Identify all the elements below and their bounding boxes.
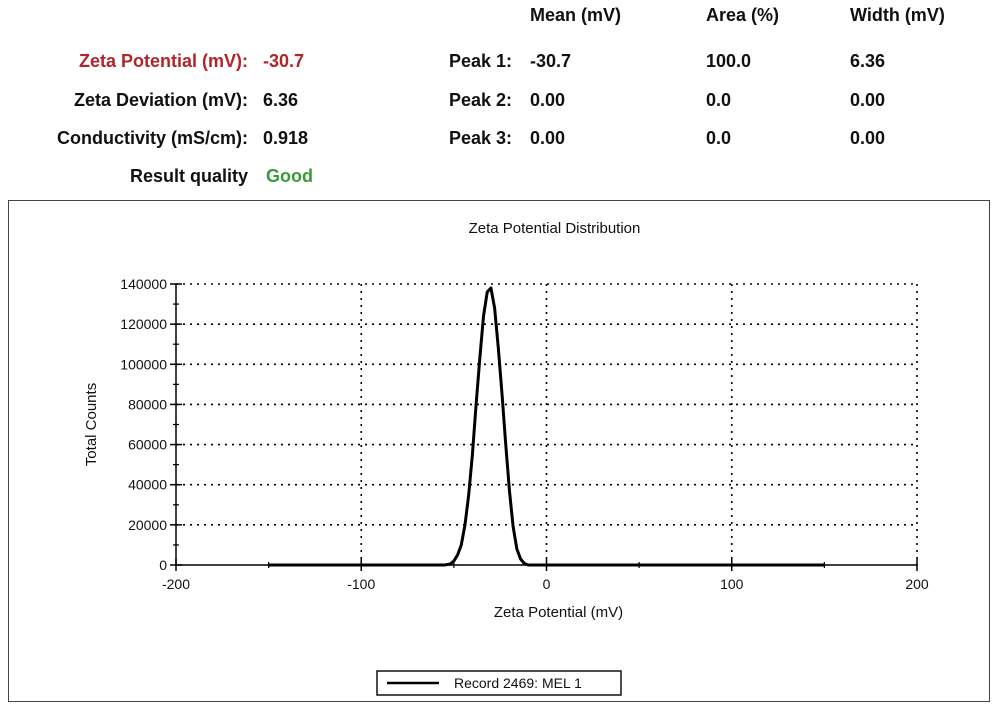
zeta-potential-value: -30.7 bbox=[263, 51, 305, 71]
x-tick-label: 200 bbox=[905, 576, 929, 592]
result-quality-label: Result quality bbox=[129, 166, 248, 186]
zeta-deviation-label: Zeta Deviation (mV): bbox=[73, 90, 248, 110]
y-tick-label: 0 bbox=[159, 557, 167, 573]
y-axis-label: Total Counts bbox=[83, 383, 100, 466]
peak-3-width: 0.00 bbox=[850, 128, 886, 148]
peak-3-area: 0.0 bbox=[706, 128, 732, 148]
y-tick-label: 100000 bbox=[120, 356, 167, 372]
y-tick-label: 80000 bbox=[128, 396, 167, 412]
x-tick-label: 100 bbox=[720, 576, 744, 592]
y-tick-label: 120000 bbox=[120, 316, 167, 332]
chart-frame: Zeta Potential Distribution 0 20000 40000 60… bbox=[8, 200, 990, 702]
legend-label: Record 2469: MEL 1 bbox=[454, 675, 582, 691]
col-header-mean: Mean (mV) bbox=[530, 5, 622, 25]
zeta-deviation-value: 6.36 bbox=[263, 90, 299, 110]
peak-3-label: Peak 3: bbox=[448, 128, 512, 148]
peak-1-label: Peak 1: bbox=[448, 51, 512, 71]
y-tick-label: 20000 bbox=[128, 517, 167, 533]
x-tick-label: -200 bbox=[162, 576, 190, 592]
peak-1-area: 100.0 bbox=[706, 51, 752, 71]
y-tick-label: 40000 bbox=[128, 477, 167, 493]
peak-2-width: 0.00 bbox=[850, 90, 886, 110]
col-header-area: Area (%) bbox=[706, 5, 780, 25]
x-tick-label: 0 bbox=[543, 576, 551, 592]
conductivity-value: 0.918 bbox=[263, 128, 309, 148]
series-line bbox=[268, 286, 825, 567]
y-tick-label: 60000 bbox=[128, 437, 167, 453]
result-quality-value: Good bbox=[266, 166, 313, 186]
zeta-potential-chart: Zeta Potential Distribution 0 20000 40000 60… bbox=[83, 220, 929, 696]
peak-2-area: 0.0 bbox=[706, 90, 732, 110]
x-axis-label: Zeta Potential (mV) bbox=[494, 604, 623, 621]
peak-2-label: Peak 2: bbox=[448, 90, 512, 110]
peak-3-mean: 0.00 bbox=[530, 128, 566, 148]
col-header-width: Width (mV) bbox=[850, 5, 945, 25]
peak-2-mean: 0.00 bbox=[530, 90, 566, 110]
peak-1-width: 6.36 bbox=[850, 51, 886, 71]
zeta-potential-label: Zeta Potential (mV): bbox=[78, 51, 248, 71]
x-tick-label: -100 bbox=[347, 576, 375, 592]
y-tick-label: 140000 bbox=[120, 276, 167, 292]
peak-1-mean: -30.7 bbox=[530, 51, 572, 71]
chart-title: Zeta Potential Distribution bbox=[469, 220, 641, 237]
conductivity-label: Conductivity (mS/cm): bbox=[56, 128, 248, 148]
